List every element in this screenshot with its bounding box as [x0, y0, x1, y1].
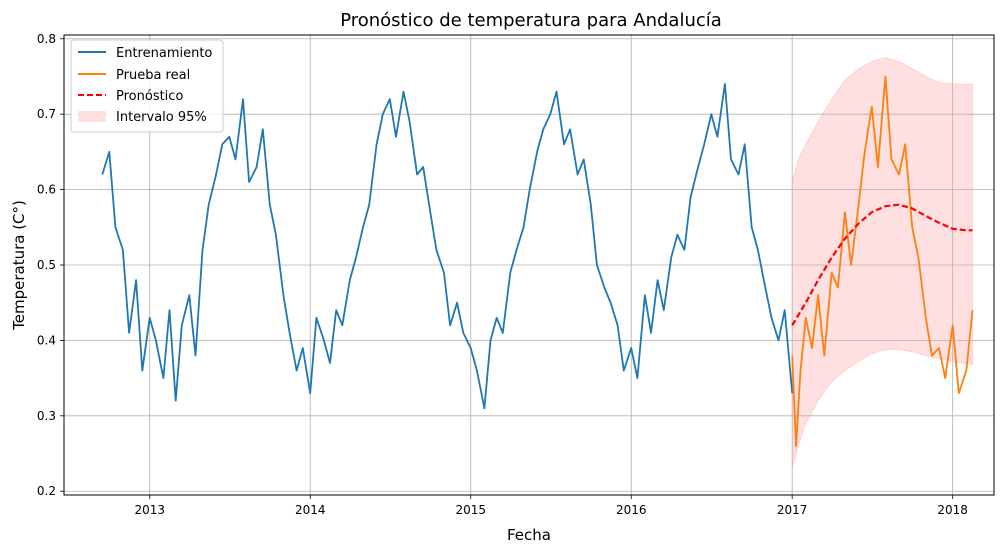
x-axis-title: Fecha — [507, 526, 551, 544]
x-tick-label: 2016 — [616, 503, 647, 517]
x-tick-label: 2014 — [295, 503, 326, 517]
y-tick-label: 0.8 — [37, 32, 56, 46]
legend-label-test: Prueba real — [116, 68, 190, 83]
interval-layer — [791, 57, 973, 469]
x-tick-label: 2013 — [134, 503, 165, 517]
x-tick-label: 2018 — [937, 503, 968, 517]
y-tick-label: 0.4 — [37, 333, 56, 347]
train-line — [101, 83, 794, 410]
interval-band — [791, 57, 973, 469]
legend-label-train: Entrenamiento — [116, 46, 212, 61]
legend-label-forecast: Pronóstico — [116, 89, 183, 104]
series-layer — [101, 75, 974, 447]
y-tick-label: 0.5 — [37, 258, 56, 272]
y-tick-label: 0.7 — [37, 107, 56, 121]
legend-label-interval: Intervalo 95% — [116, 110, 207, 125]
legend: Entrenamiento Prueba real Pronóstico Int… — [70, 39, 224, 133]
y-tick-label: 0.3 — [37, 409, 56, 423]
forecast-line — [791, 203, 973, 326]
legend-box — [70, 39, 224, 133]
y-axis-ticks: 0.2 0.3 0.4 0.5 0.6 0.7 0.8 — [37, 32, 64, 498]
test-line — [791, 75, 974, 447]
legend-swatch-interval — [78, 111, 106, 122]
x-tick-label: 2015 — [455, 503, 486, 517]
x-tick-label: 2017 — [777, 503, 808, 517]
y-tick-label: 0.6 — [37, 183, 56, 197]
y-axis-title: Temperatura (C°) — [10, 200, 28, 331]
y-tick-label: 0.2 — [37, 484, 56, 498]
x-axis-ticks: 2013 2014 2015 2016 2017 2018 — [134, 495, 968, 517]
chart-title: Pronóstico de temperatura para Andalucía — [340, 10, 722, 31]
